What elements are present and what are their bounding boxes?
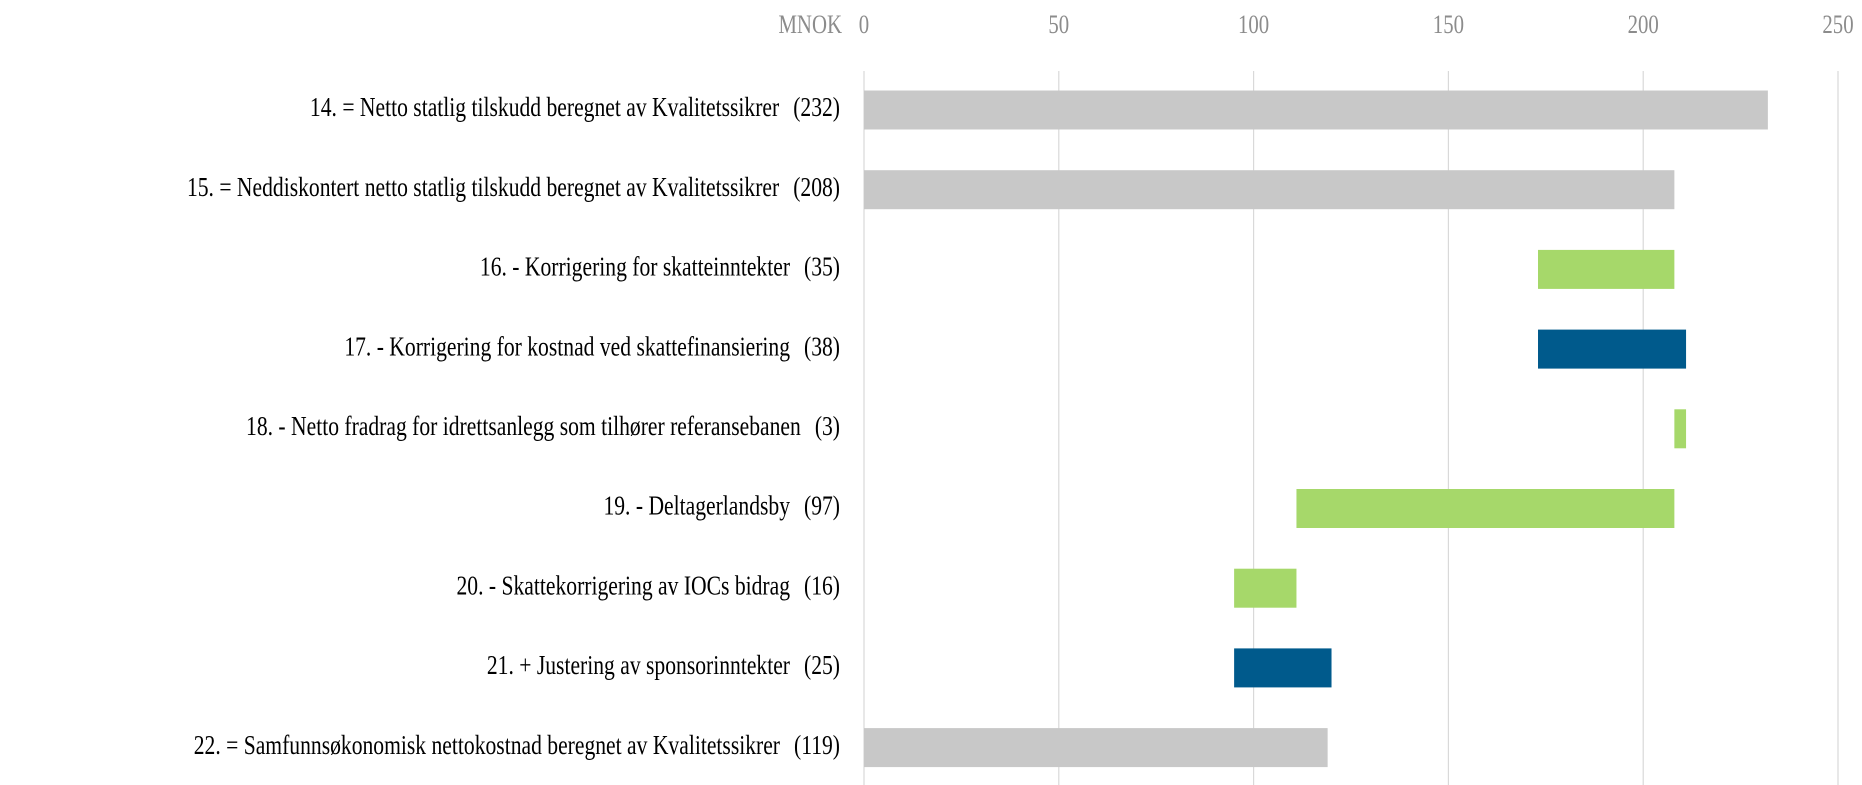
category-label: 21. + Justering av sponsorinntekter (487, 650, 790, 680)
bar (1538, 249, 1675, 289)
category-label: 18. - Netto fradrag for idrettsanlegg so… (246, 411, 801, 441)
category-label: 20. - Skattekorrigering av IOCs bidrag (456, 570, 790, 600)
value-label: (119) (794, 730, 840, 760)
bar (1234, 568, 1297, 608)
x-tick-label: 100 (1238, 10, 1269, 39)
category-label: 16. - Korrigering for skatteinntekter (480, 252, 790, 282)
x-tick-label: 250 (1822, 10, 1853, 39)
x-tick-label: 50 (1048, 10, 1069, 39)
value-label: (97) (804, 491, 840, 521)
value-label: (38) (804, 331, 840, 361)
category-label: 17. - Korrigering for kostnad ved skatte… (344, 331, 790, 361)
value-label: (3) (815, 411, 840, 441)
bar (864, 728, 1328, 768)
category-label: 22. = Samfunnsøkonomisk nettokostnad ber… (194, 730, 780, 760)
bar (1538, 329, 1687, 369)
value-label: (16) (804, 570, 840, 600)
bar (1296, 489, 1675, 528)
axis-label: MNOK (778, 10, 842, 39)
bar (1674, 409, 1687, 449)
value-label: (35) (804, 252, 840, 282)
value-label: (232) (793, 92, 840, 122)
bar (1234, 648, 1332, 688)
x-tick-label: 200 (1628, 10, 1659, 39)
x-tick-label: 0 (859, 10, 869, 39)
bar (864, 170, 1675, 210)
category-label: 19. - Deltagerlandsby (603, 491, 790, 521)
value-label: (25) (804, 650, 840, 680)
value-label: (208) (793, 172, 840, 202)
category-label: 14. = Netto statlig tilskudd beregnet av… (310, 92, 779, 122)
category-label: 15. = Neddiskontert netto statlig tilsku… (187, 172, 779, 202)
x-tick-label: 150 (1433, 10, 1464, 39)
bar (864, 90, 1768, 130)
